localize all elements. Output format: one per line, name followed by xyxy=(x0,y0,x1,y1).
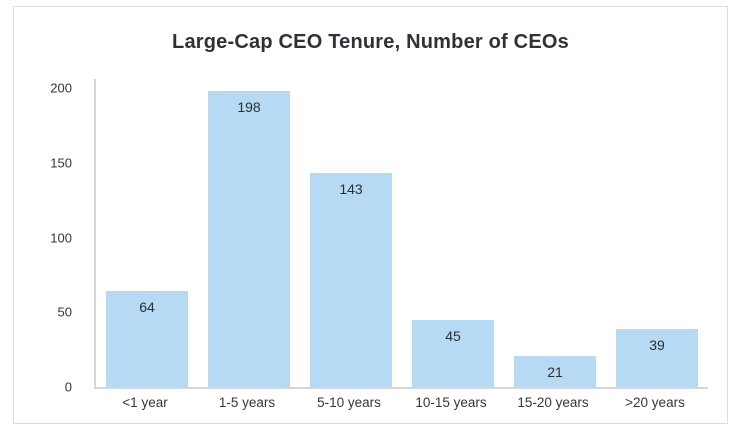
x-axis-tick-label: 15-20 years xyxy=(517,395,589,410)
bar: 198 xyxy=(207,91,291,387)
chart-card: Large-Cap CEO Tenure, Number of CEOs 0 50… xyxy=(13,6,728,424)
y-axis-tick-labels: 0 50 100 150 200 xyxy=(14,79,84,395)
bar: 143 xyxy=(309,173,393,387)
bar-category: 39 xyxy=(606,79,708,387)
bar: 21 xyxy=(513,355,597,387)
bar-data-label: 64 xyxy=(139,299,155,316)
y-axis-tick-label: 100 xyxy=(50,230,72,245)
x-axis-tick-label: <1 year xyxy=(122,395,168,410)
x-axis-tick-label: 5-10 years xyxy=(317,395,381,410)
x-axis-tick-label: >20 years xyxy=(625,395,685,410)
x-axis-labels: <1 year 1-5 years 5-10 years 10-15 years 15-… xyxy=(94,395,706,410)
bar: 64 xyxy=(105,291,189,387)
bar-category: 198 xyxy=(198,79,300,387)
x-axis-tick-label: 10-15 years xyxy=(415,395,487,410)
bar-data-label: 21 xyxy=(547,363,563,380)
bar-category: 143 xyxy=(300,79,402,387)
y-axis-tick-label: 150 xyxy=(50,155,72,171)
bar: 45 xyxy=(411,319,495,387)
bar-category: 21 xyxy=(504,79,606,387)
bar-category: 45 xyxy=(402,79,504,387)
x-axis-tick-label: 1-5 years xyxy=(218,395,276,410)
y-axis-tick-label: 0 xyxy=(64,379,72,395)
plot-area: 64 198 143 45 21 39 xyxy=(94,79,708,389)
bar: 39 xyxy=(615,328,699,387)
y-axis-tick-label: 50 xyxy=(57,304,72,320)
bar-data-label: 198 xyxy=(237,99,261,115)
bar-category: 64 xyxy=(96,79,198,387)
y-axis-tick-label: 200 xyxy=(50,80,72,96)
bar-data-label: 45 xyxy=(445,327,461,344)
chart-title: Large-Cap CEO Tenure, Number of CEOs xyxy=(172,31,569,53)
bar-data-label: 39 xyxy=(649,336,665,353)
bar-data-label: 143 xyxy=(339,181,363,198)
